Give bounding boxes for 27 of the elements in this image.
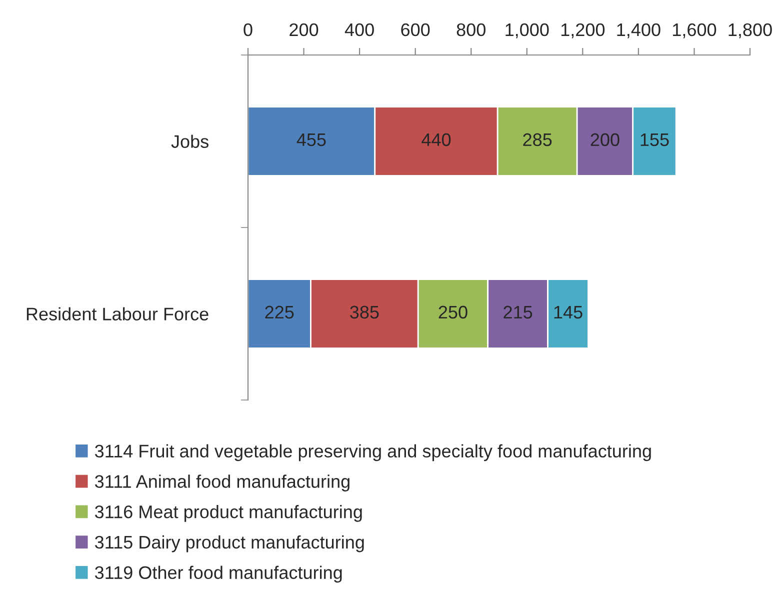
x-tick-label: 1,800 [728, 23, 772, 38]
y-tick-label: Jobs [171, 134, 208, 148]
x-tick-label: 1,600 [673, 23, 716, 38]
x-tick-label: 1,400 [617, 23, 660, 38]
legend-label: 3119 Other food manufacturing [94, 566, 342, 583]
legend-label: 3115 Dairy product manufacturing [94, 535, 364, 552]
x-tick-label: 1,000 [506, 23, 549, 38]
data-label: 215 [504, 306, 532, 319]
x-tick-label: 0 [244, 23, 252, 36]
legend-label: 3114 Fruit and vegetable preserving and specialty food manufacturing [94, 444, 651, 462]
data-label: 250 [438, 306, 468, 319]
x-tick-label: 400 [344, 23, 374, 36]
data-label: 285 [523, 133, 552, 146]
data-label: 385 [350, 306, 379, 319]
x-tick-label: 1,200 [561, 23, 605, 38]
x-tick-label: 600 [401, 23, 430, 36]
data-label: 440 [422, 133, 451, 146]
data-label: 145 [554, 306, 582, 319]
data-label: 455 [296, 133, 326, 146]
x-tick-label: 800 [456, 23, 486, 36]
data-label: 155 [640, 133, 669, 146]
data-label: 200 [590, 133, 620, 146]
legend-label: 3116 Meat product manufacturing [94, 504, 362, 522]
data-label: 225 [265, 306, 294, 319]
x-tick-label: 200 [290, 23, 318, 36]
y-tick-label: Resident Labour Force [26, 307, 208, 320]
legend-label: 3111 Animal food manufacturing [94, 474, 350, 492]
